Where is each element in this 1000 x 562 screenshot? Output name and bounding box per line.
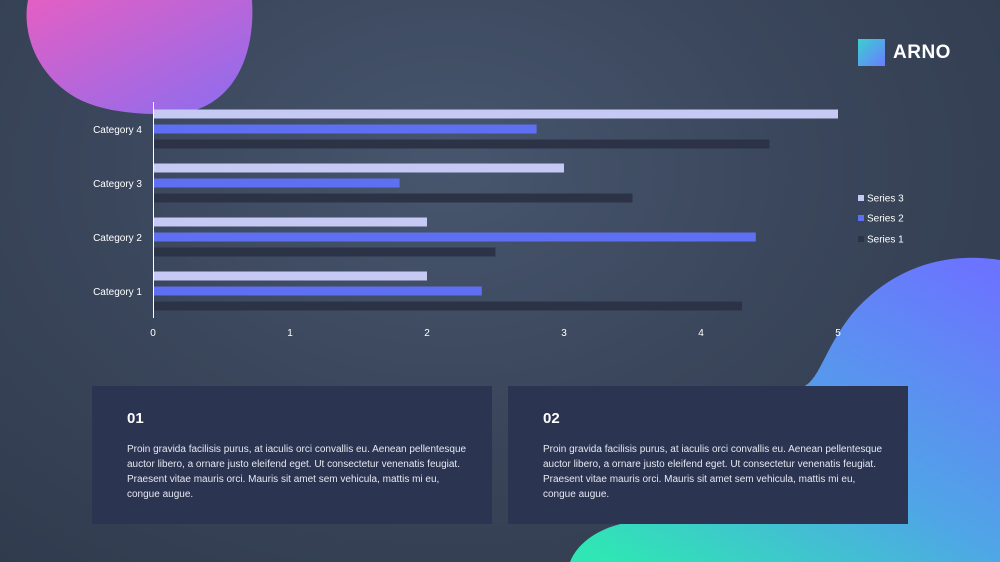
legend-swatch	[858, 195, 864, 201]
category-label: Category 3	[93, 179, 142, 190]
card-body-text: Proin gravida facilisis purus, at iaculi…	[127, 444, 467, 500]
pink-blob-decoration	[26, 0, 253, 115]
category-label: Category 2	[93, 233, 142, 244]
card-number: 02	[543, 410, 560, 427]
card-02: 02 Proin gravida facilisis purus, at iac…	[508, 386, 908, 524]
bar-series-1-1	[153, 301, 743, 311]
bar-series-2-3	[153, 178, 400, 188]
bar-series-2-2	[153, 232, 756, 242]
logo-square-icon	[858, 39, 885, 66]
x-tick-label: 0	[150, 328, 156, 339]
bar-chart: Category 1 Category 2 Category 3 Category 4…	[93, 109, 904, 339]
brand-name: ARNO	[893, 41, 951, 63]
x-tick-label: 3	[561, 328, 567, 339]
bar-series-2-4	[153, 124, 537, 134]
category-label: Category 1	[93, 287, 142, 298]
bar-series-1-4	[153, 139, 770, 149]
x-tick-label: 5	[835, 328, 841, 339]
card-number: 01	[127, 410, 144, 427]
bar-series-1-2	[153, 247, 496, 257]
x-tick-label: 2	[424, 328, 430, 339]
bar-series-1-3	[153, 193, 633, 203]
card-body-text: Proin gravida facilisis purus, at iaculi…	[543, 444, 883, 500]
legend-label: Series 2	[867, 214, 904, 225]
legend-swatch	[858, 236, 864, 242]
bar-series-3-3	[153, 163, 564, 173]
bar-series-3-1	[153, 271, 427, 281]
x-tick-label: 4	[698, 328, 704, 339]
legend-label: Series 3	[867, 194, 904, 205]
brand-logo: ARNO	[858, 39, 951, 66]
bar-series-2-1	[153, 286, 482, 296]
bar-series-3-2	[153, 217, 427, 227]
category-label: Category 4	[93, 125, 142, 136]
legend-label: Series 1	[867, 235, 904, 246]
legend-swatch	[858, 215, 864, 221]
card-01: 01 Proin gravida facilisis purus, at iac…	[92, 386, 492, 524]
bar-series-3-4	[153, 109, 838, 119]
x-tick-label: 1	[287, 328, 293, 339]
